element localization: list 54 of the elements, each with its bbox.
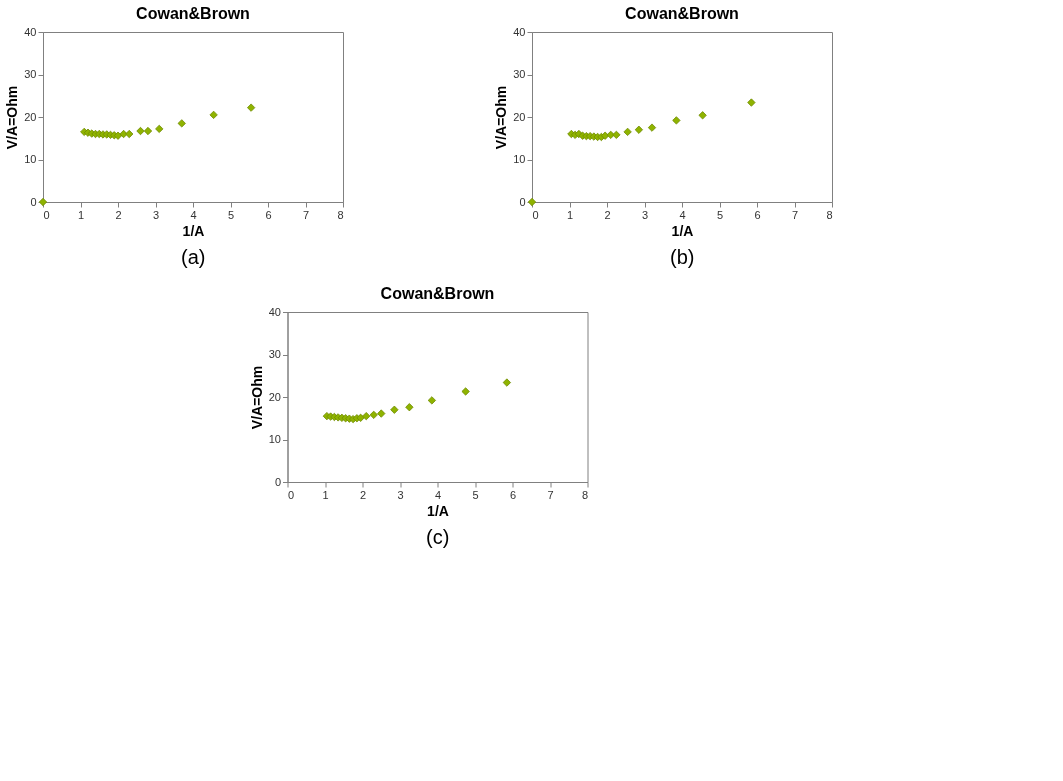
y-tick-label: 30 [268, 348, 281, 360]
y-tick-label: 10 [268, 433, 281, 445]
chart-title: Cowan&Brown [625, 5, 739, 22]
x-tick-label: 8 [337, 208, 344, 221]
x-tick-label: 3 [397, 488, 404, 501]
x-tick-label: 7 [547, 488, 554, 501]
y-tick-label: 0 [519, 195, 526, 208]
x-axis-title: 1/A [427, 502, 449, 519]
x-tick-label: 6 [265, 208, 272, 221]
y-tick-label: 20 [268, 390, 281, 403]
y-axis-title: V/A=Ohm [4, 85, 21, 150]
x-tick-label: 8 [581, 488, 588, 501]
x-axis-title: 1/A [671, 222, 694, 239]
chart-title: Cowan&Brown [136, 5, 250, 22]
x-tick-label: 6 [754, 208, 761, 221]
y-tick-label: 0 [30, 195, 37, 208]
text: (a) [181, 246, 206, 268]
x-tick-label: 3 [641, 208, 649, 221]
x-tick-label: 8 [826, 208, 833, 221]
y-axis-title: V/A=Ohm [248, 365, 265, 430]
x-tick-label: 5 [716, 208, 724, 221]
y-tick-label: 0 [274, 475, 281, 488]
x-tick-label: 5 [227, 208, 235, 221]
x-tick-label: 7 [302, 208, 310, 221]
y-tick-label: 40 [513, 25, 526, 38]
x-tick-label: 2 [115, 208, 122, 221]
x-tick-label: 0 [43, 208, 50, 221]
x-tick-label: 4 [434, 488, 442, 501]
x-tick-label: 2 [604, 208, 611, 221]
x-tick-label: 2 [359, 488, 367, 501]
x-tick-label: 1 [566, 208, 574, 221]
y-tick-label: 20 [24, 110, 37, 123]
y-tick-label: 30 [24, 68, 37, 80]
y-tick-label: 30 [513, 68, 526, 80]
x-tick-label: 4 [679, 208, 686, 221]
x-tick-label: 3 [152, 208, 160, 221]
y-tick-label: 10 [513, 153, 526, 165]
x-tick-label: 0 [532, 208, 539, 221]
text: (b) [670, 246, 695, 268]
y-tick-label: 40 [24, 25, 37, 38]
y-tick-label: 40 [268, 305, 281, 318]
y-tick-label: 20 [513, 110, 526, 123]
x-axis-title: 1/A [182, 222, 205, 239]
text: (c) [426, 526, 450, 548]
y-tick-label: 10 [24, 153, 37, 165]
x-tick-label: 0 [288, 488, 295, 501]
x-tick-label: 7 [791, 208, 799, 221]
x-tick-label: 4 [190, 208, 197, 221]
x-tick-label: 1 [77, 208, 85, 221]
x-tick-label: 6 [509, 488, 517, 501]
x-tick-label: 5 [472, 488, 479, 501]
x-tick-label: 1 [322, 488, 329, 501]
chart-title: Cowan&Brown [380, 285, 495, 302]
y-axis-title: V/A=Ohm [493, 85, 510, 150]
